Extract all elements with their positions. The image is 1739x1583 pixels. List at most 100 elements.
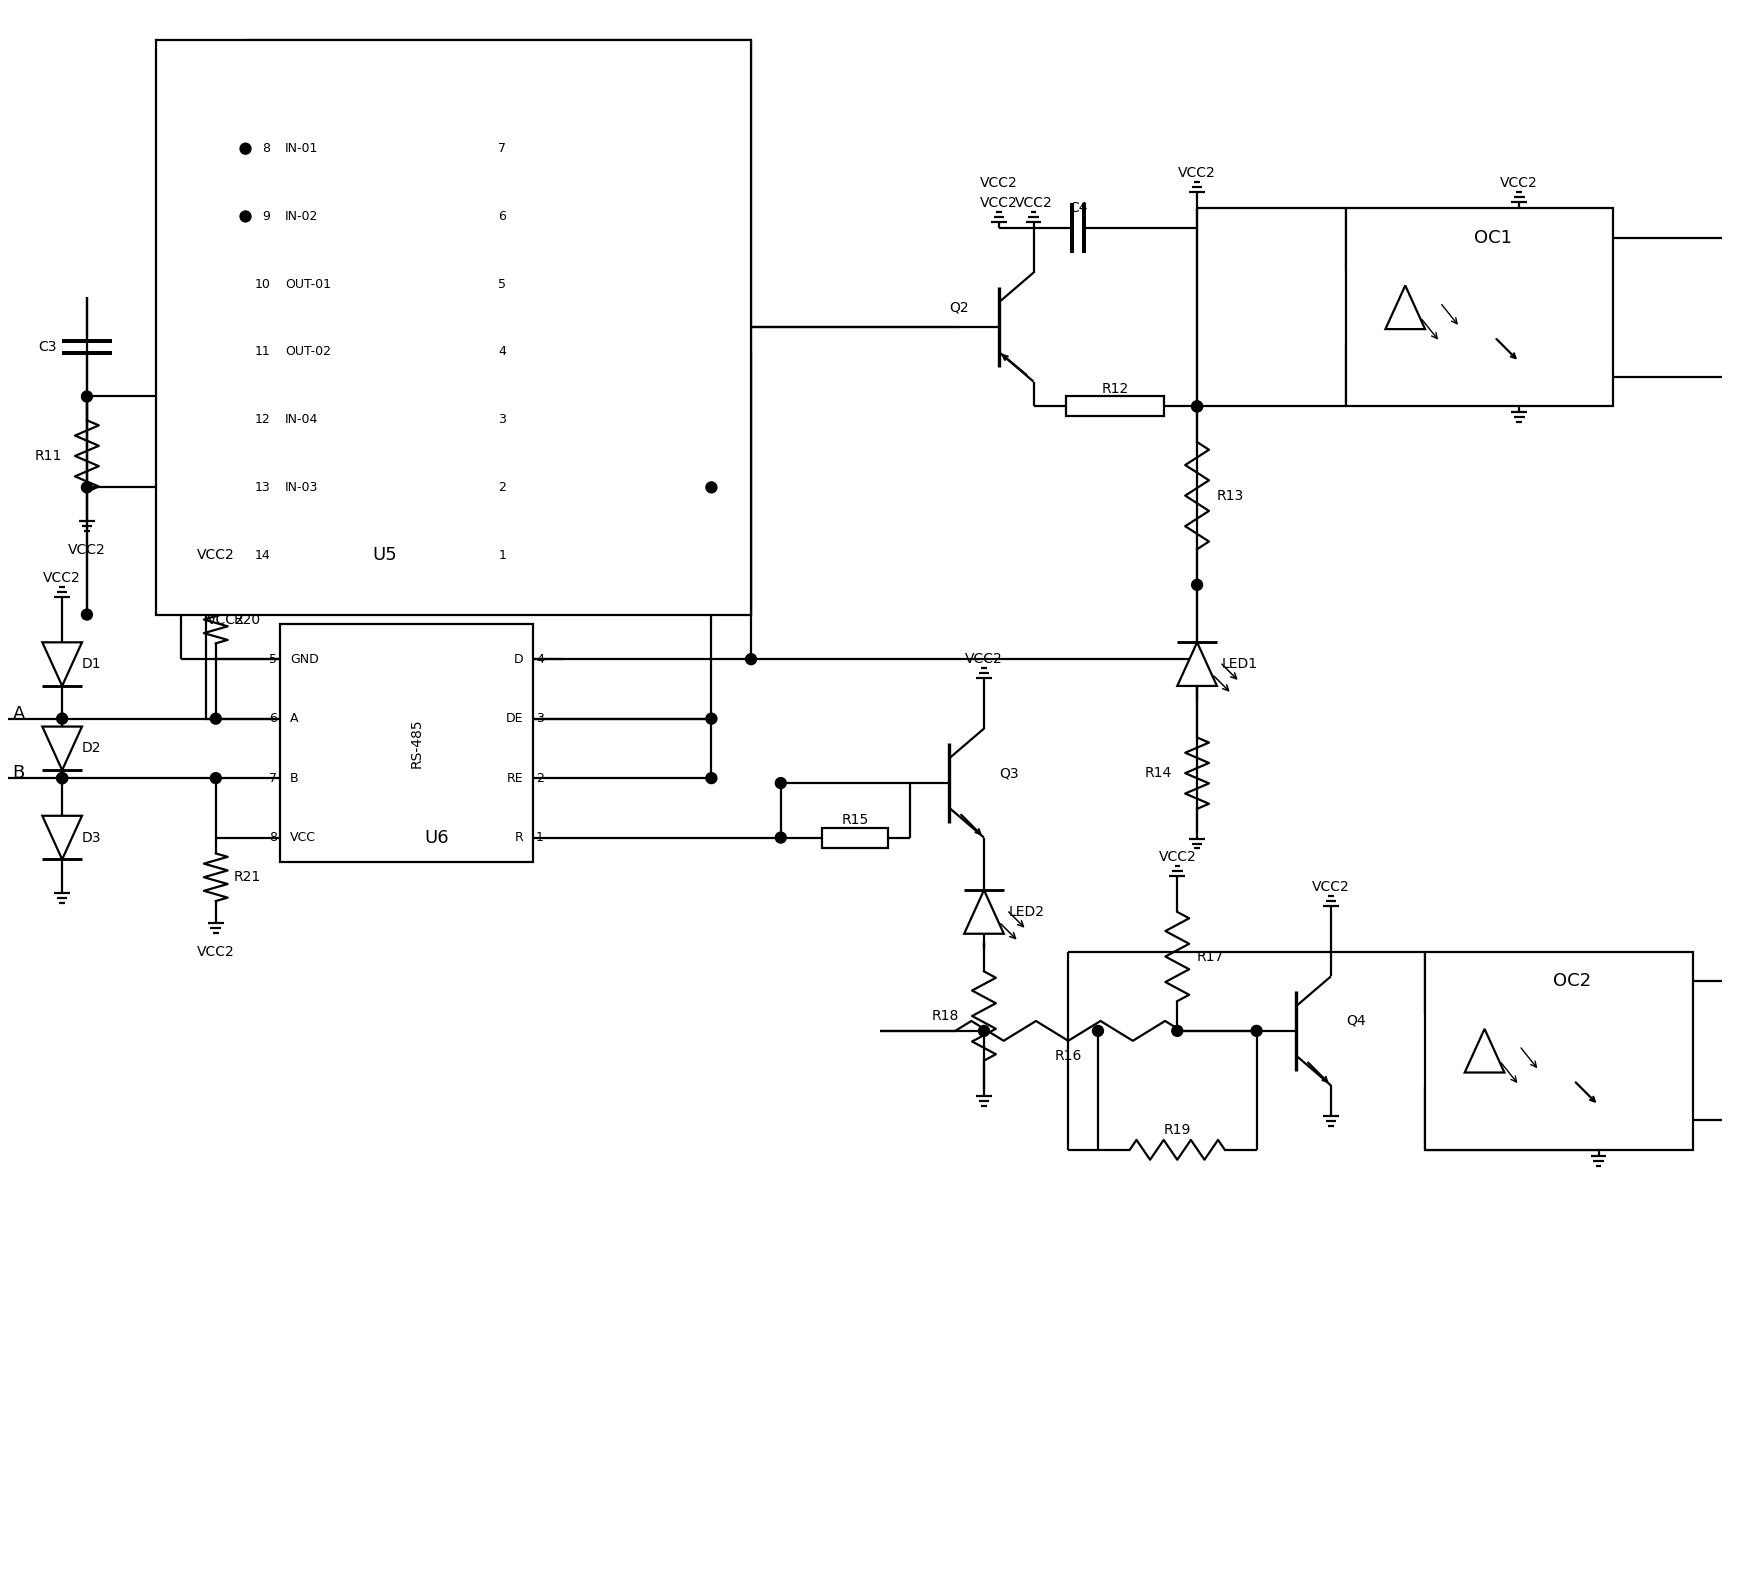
Text: IN-02: IN-02	[285, 211, 318, 223]
Circle shape	[57, 773, 68, 784]
Text: Q2: Q2	[949, 301, 969, 315]
Circle shape	[746, 654, 756, 665]
Text: VCC2: VCC2	[981, 196, 1017, 211]
Bar	[1066, 396, 1165, 416]
Text: R11: R11	[35, 450, 63, 462]
Text: OUT-01: OUT-01	[285, 277, 330, 291]
Bar	[823, 828, 889, 847]
Text: R21: R21	[233, 871, 261, 885]
Bar	[157, 40, 751, 614]
Text: R20: R20	[233, 613, 261, 627]
Circle shape	[57, 773, 68, 784]
Text: U5: U5	[372, 546, 396, 564]
Circle shape	[210, 714, 221, 723]
Circle shape	[82, 481, 92, 492]
Text: 8: 8	[263, 142, 270, 155]
Text: R18: R18	[932, 1008, 960, 1023]
Text: VCC2: VCC2	[1501, 176, 1537, 190]
Text: RE: RE	[506, 771, 523, 785]
Polygon shape	[1386, 285, 1424, 329]
Circle shape	[1092, 1026, 1104, 1037]
Circle shape	[776, 833, 786, 844]
Text: OC1: OC1	[1475, 230, 1511, 247]
Polygon shape	[42, 815, 82, 860]
Circle shape	[1191, 400, 1203, 412]
Circle shape	[240, 142, 250, 154]
Circle shape	[1172, 1026, 1183, 1037]
Text: GND: GND	[290, 652, 318, 666]
Text: VCC2: VCC2	[965, 652, 1003, 666]
Text: A: A	[12, 704, 24, 723]
Text: 1: 1	[536, 831, 544, 844]
Circle shape	[82, 391, 92, 402]
Text: 6: 6	[499, 211, 506, 223]
Text: 6: 6	[270, 712, 277, 725]
Text: 2: 2	[499, 481, 506, 494]
Text: R16: R16	[1054, 1048, 1082, 1062]
Circle shape	[706, 481, 716, 492]
Polygon shape	[1177, 643, 1217, 685]
Text: OUT-02: OUT-02	[285, 345, 330, 358]
Text: 3: 3	[536, 712, 544, 725]
Polygon shape	[963, 890, 1003, 934]
Text: R19: R19	[1163, 1122, 1191, 1137]
Text: R17: R17	[1196, 950, 1224, 964]
Text: 8: 8	[270, 831, 277, 844]
Text: LED1: LED1	[1223, 657, 1257, 671]
Text: VCC2: VCC2	[207, 613, 245, 627]
Circle shape	[706, 773, 716, 784]
Text: LED2: LED2	[1009, 905, 1045, 920]
Text: VCC2: VCC2	[1014, 196, 1052, 211]
Text: VCC2: VCC2	[43, 571, 82, 584]
Text: 7: 7	[499, 142, 506, 155]
Text: R15: R15	[842, 812, 870, 826]
Polygon shape	[42, 727, 82, 771]
Text: VCC2: VCC2	[1158, 850, 1196, 864]
Circle shape	[240, 211, 250, 222]
Polygon shape	[1464, 1029, 1504, 1073]
Text: VCC2: VCC2	[1311, 880, 1349, 894]
Text: 5: 5	[499, 277, 506, 291]
Bar	[1346, 207, 1614, 407]
Text: 4: 4	[499, 345, 506, 358]
Text: VCC2: VCC2	[197, 945, 235, 959]
Text: VCC: VCC	[290, 831, 316, 844]
Text: C4: C4	[1069, 201, 1087, 215]
Circle shape	[82, 609, 92, 621]
Text: 2: 2	[536, 771, 544, 785]
Text: D2: D2	[82, 741, 101, 755]
Polygon shape	[42, 643, 82, 685]
Text: 1: 1	[499, 549, 506, 562]
Text: VCC2: VCC2	[981, 176, 1017, 190]
Text: A: A	[290, 712, 299, 725]
Circle shape	[1191, 579, 1203, 590]
Text: U6: U6	[424, 828, 449, 847]
Bar	[1424, 951, 1692, 1149]
Text: VCC2: VCC2	[1179, 166, 1216, 180]
Text: 9: 9	[263, 211, 270, 223]
Text: 11: 11	[254, 345, 270, 358]
Text: 5: 5	[270, 652, 277, 666]
Text: VCC2: VCC2	[68, 543, 106, 557]
Text: D3: D3	[82, 831, 101, 845]
Bar	[280, 624, 532, 863]
Text: 12: 12	[254, 413, 270, 426]
Text: VCC2: VCC2	[197, 548, 235, 562]
Text: 4: 4	[536, 652, 544, 666]
Text: 13: 13	[254, 481, 270, 494]
Text: B: B	[290, 771, 299, 785]
Text: R13: R13	[1217, 489, 1243, 503]
Text: D: D	[513, 652, 523, 666]
Circle shape	[706, 714, 716, 723]
Text: 10: 10	[254, 277, 270, 291]
Text: DE: DE	[506, 712, 523, 725]
Text: R12: R12	[1103, 382, 1129, 396]
Text: Q4: Q4	[1346, 1015, 1365, 1027]
Circle shape	[1191, 400, 1203, 412]
Circle shape	[776, 777, 786, 788]
Text: 3: 3	[499, 413, 506, 426]
Text: C3: C3	[38, 340, 57, 355]
Circle shape	[210, 773, 221, 784]
Text: IN-03: IN-03	[285, 481, 318, 494]
Text: 7: 7	[270, 771, 277, 785]
